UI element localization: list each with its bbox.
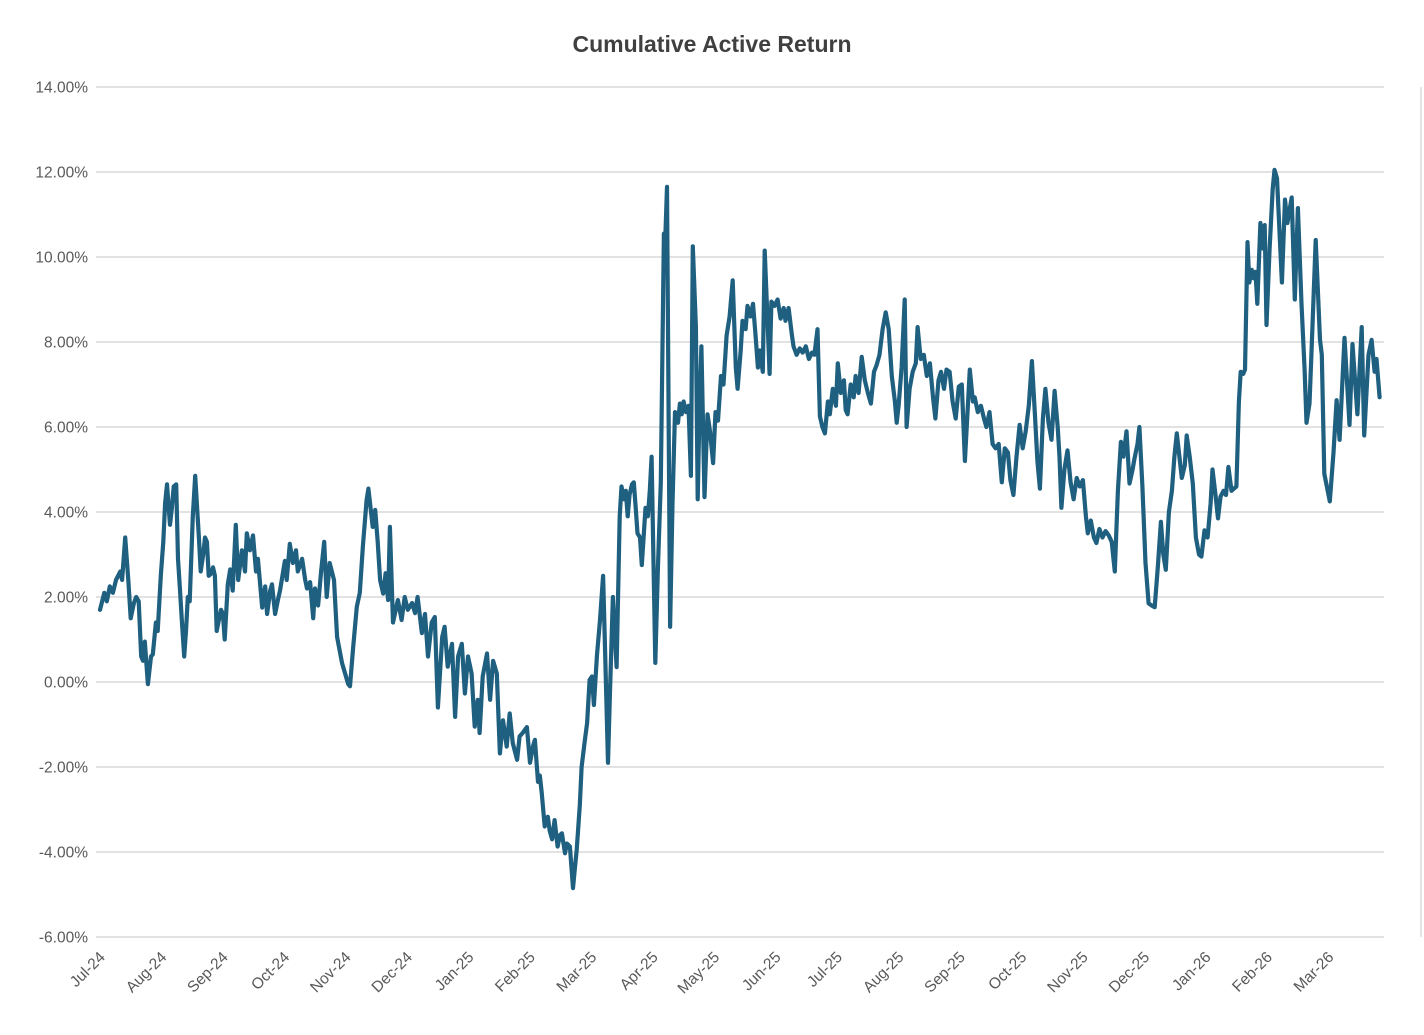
y-tick-label: 4.00% <box>44 505 88 522</box>
y-tick-label: 14.00% <box>35 80 88 97</box>
y-tick-label: 6.00% <box>44 420 88 437</box>
x-tick-label: Jun-25 <box>739 949 785 995</box>
x-tick-label-group: Jul-24 <box>67 949 109 991</box>
x-tick-label-group: Mar-26 <box>1291 949 1338 996</box>
x-tick-label: Nov-24 <box>307 949 355 997</box>
y-axis-labels: 14.00% 12.00% 10.00% 8.00% 6.00% 4.00% 2.00% 0.… <box>35 80 88 947</box>
x-tick-label: Dec-24 <box>369 949 417 997</box>
x-tick-label-group: Aug-24 <box>123 949 171 997</box>
x-tick-label-group: Feb-26 <box>1229 949 1276 996</box>
x-tick-label-group: Nov-25 <box>1044 949 1091 996</box>
x-tick-label: Apr-25 <box>617 949 662 994</box>
x-tick-label: Mar-26 <box>1291 949 1338 996</box>
x-tick-label-group: Dec-25 <box>1106 949 1153 996</box>
x-tick-label: Oct-24 <box>248 949 293 994</box>
x-tick-label: Aug-24 <box>123 949 171 997</box>
x-tick-label-group: Oct-25 <box>985 949 1030 994</box>
x-tick-label-group: Aug-25 <box>860 949 907 996</box>
x-tick-label: Sep-24 <box>184 949 232 997</box>
series-line <box>97 167 1382 891</box>
y-tick-label: 10.00% <box>35 250 88 267</box>
x-tick-label: Jan-25 <box>432 949 478 995</box>
y-tick-label: 12.00% <box>35 165 88 182</box>
x-tick-label-group: Nov-24 <box>307 949 355 997</box>
chart-title: Cumulative Active Return <box>572 31 851 57</box>
x-tick-label: Feb-26 <box>1229 949 1276 996</box>
x-tick-label-group: Jun-25 <box>739 949 785 995</box>
x-tick-label-group: Jan-26 <box>1169 949 1215 995</box>
y-tick-label: 2.00% <box>44 590 88 607</box>
y-tick-label: -4.00% <box>39 845 88 862</box>
gridlines-layer <box>96 86 1384 938</box>
y-tick-label: 0.00% <box>44 675 88 692</box>
x-tick-label: Jan-26 <box>1169 949 1215 995</box>
x-tick-label-group: Mar-25 <box>554 949 601 996</box>
x-tick-label: Jul-24 <box>67 949 109 991</box>
x-tick-label: May-25 <box>675 949 724 998</box>
y-tick-label: -6.00% <box>39 930 88 947</box>
x-tick-label-group: Feb-25 <box>492 949 539 996</box>
x-tick-label-group: Jan-25 <box>432 949 478 995</box>
x-tick-label-group: Oct-24 <box>248 949 293 994</box>
x-tick-label: Dec-25 <box>1106 949 1153 996</box>
x-tick-label: Oct-25 <box>985 949 1030 994</box>
x-tick-label-group: Jul-25 <box>804 949 846 991</box>
x-tick-label-group: Dec-24 <box>369 949 417 997</box>
x-tick-label: Feb-25 <box>492 949 539 996</box>
x-tick-label-group: Apr-25 <box>617 949 662 994</box>
y-tick-label: -2.00% <box>39 760 88 777</box>
x-tick-label-group: Sep-25 <box>921 949 968 996</box>
x-tick-label: Nov-25 <box>1044 949 1091 996</box>
x-tick-label: Aug-25 <box>860 949 907 996</box>
x-axis-labels: Jul-24 Aug-24 Sep-24 Oct-24 Nov-24 Dec-24 Jan-… <box>67 949 1337 998</box>
y-tick-label: 8.00% <box>44 335 88 352</box>
x-tick-label: Jul-25 <box>804 949 846 991</box>
x-tick-label-group: May-25 <box>675 949 724 998</box>
x-tick-label-group: Sep-24 <box>184 949 232 997</box>
x-tick-label: Mar-25 <box>554 949 601 996</box>
x-tick-label: Sep-25 <box>921 949 968 996</box>
